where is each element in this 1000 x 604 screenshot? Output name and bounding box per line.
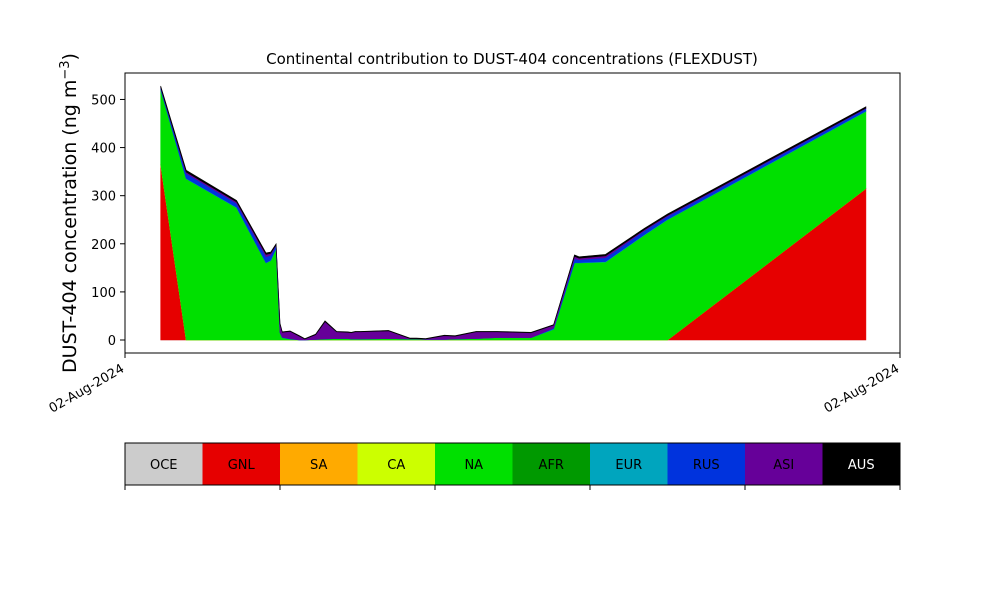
y-axis-label-text: DUST-404 concentration (ng m bbox=[59, 80, 81, 373]
legend-label-gnl: GNL bbox=[228, 458, 256, 473]
y-tick-label: 500 bbox=[91, 93, 116, 108]
y-axis-label: DUST-404 concentration (ng m−3) bbox=[58, 53, 81, 373]
area-aus bbox=[160, 85, 867, 340]
legend-frame bbox=[124, 442, 901, 486]
y-tick-label: 400 bbox=[91, 142, 116, 157]
plot-frame bbox=[124, 72, 901, 354]
legend-label-na: NA bbox=[464, 458, 483, 473]
legend-label-eur: EUR bbox=[615, 458, 642, 473]
x-axis: 02-Aug-2024 02-Aug-2024 bbox=[47, 353, 902, 417]
y-tick-label: 100 bbox=[91, 286, 116, 301]
legend-swatch-sa bbox=[280, 443, 358, 485]
y-tick-label: 0 bbox=[108, 334, 116, 349]
legend-colorbar: OCE GNL SA CA NA AFR EUR RUS ASI AUS bbox=[124, 442, 901, 490]
stacked-areas bbox=[160, 85, 867, 341]
legend-label-oce: OCE bbox=[150, 458, 178, 473]
legend-swatch-asi bbox=[745, 443, 823, 485]
y-axis: 0 100 200 300 400 500 bbox=[91, 93, 125, 349]
legend-label-rus: RUS bbox=[693, 458, 720, 473]
y-axis-label-exponent: −3 bbox=[58, 60, 73, 79]
legend-swatch-na bbox=[435, 443, 513, 485]
x-tick-label: 02-Aug-2024 bbox=[822, 361, 902, 416]
y-tick-label: 200 bbox=[91, 238, 116, 253]
legend-swatch-rus bbox=[667, 443, 745, 485]
legend-swatch-aus bbox=[822, 443, 900, 485]
legend-label-aus: AUS bbox=[848, 458, 875, 473]
y-tick-label: 300 bbox=[91, 190, 116, 205]
legend-label-sa: SA bbox=[310, 458, 327, 473]
legend-swatch-eur bbox=[590, 443, 668, 485]
legend-swatch-oce bbox=[125, 443, 203, 485]
legend-label-asi: ASI bbox=[773, 458, 794, 473]
legend-swatch-gnl bbox=[202, 443, 280, 485]
legend-swatch-afr bbox=[512, 443, 590, 485]
legend-label-ca: CA bbox=[387, 458, 405, 473]
y-axis-label-suffix: ) bbox=[59, 53, 81, 60]
legend-label-afr: AFR bbox=[539, 458, 564, 473]
chart-title: Continental contribution to DUST-404 con… bbox=[266, 50, 758, 68]
legend-swatch-ca bbox=[357, 443, 435, 485]
